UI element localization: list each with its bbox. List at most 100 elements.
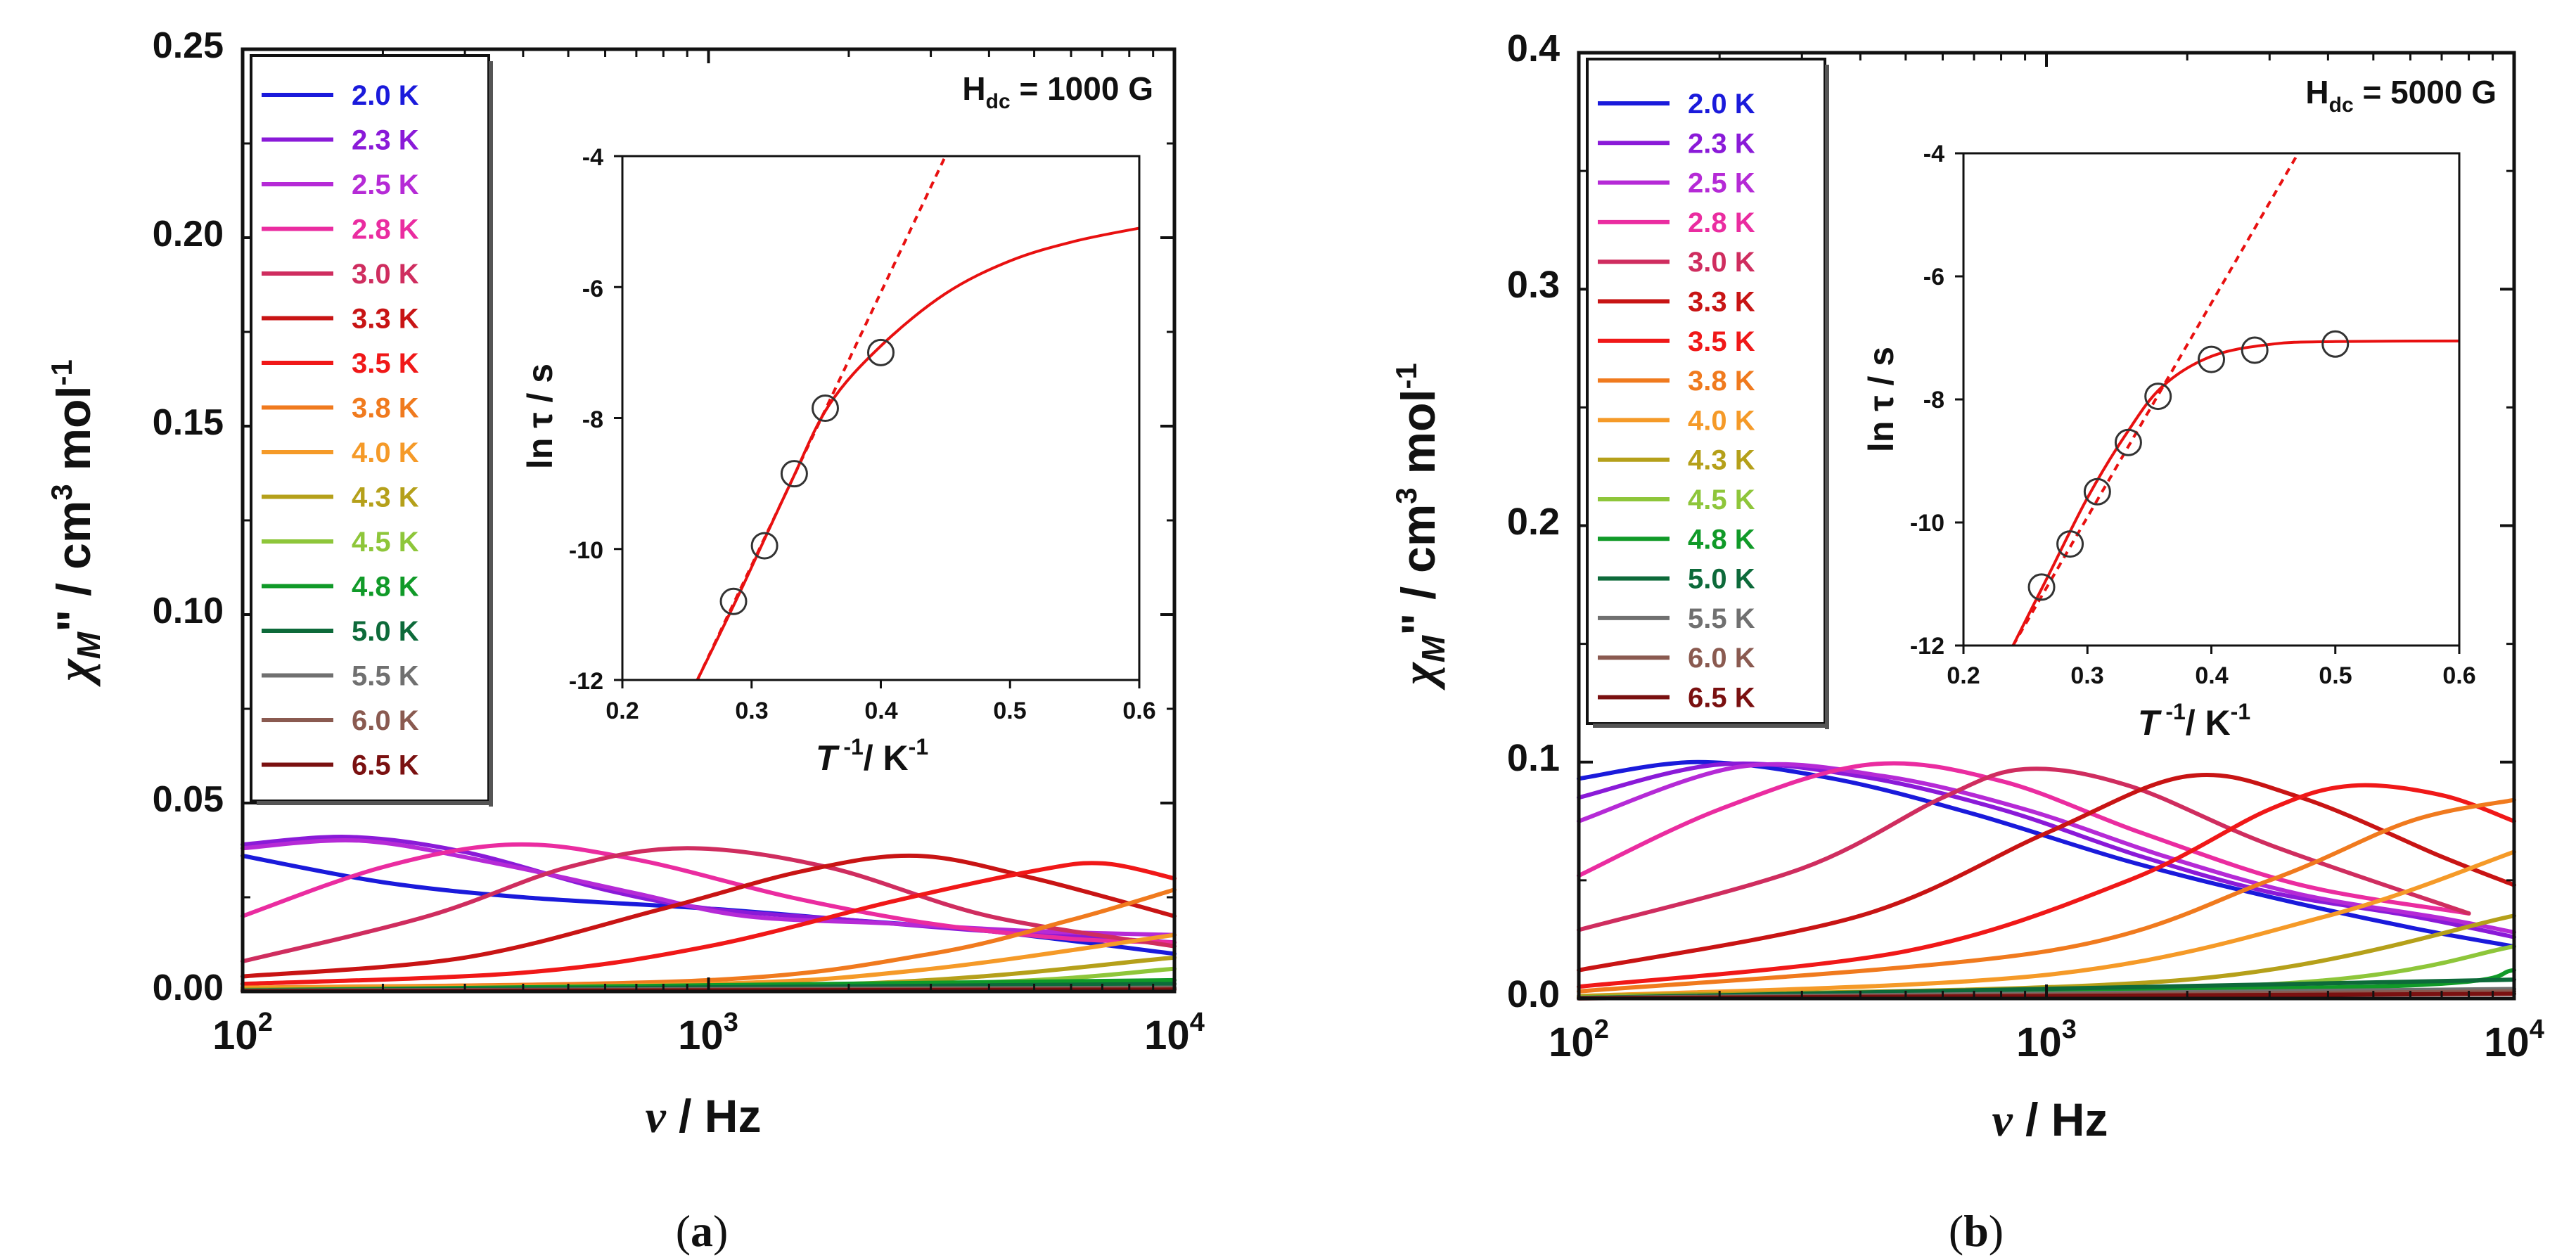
legend-label: 4.8 K [352,572,419,603]
legend-label: 3.8 K [352,393,419,424]
series-line [1577,797,2516,994]
panel-a-ytick-label: 0.25 [153,25,224,66]
panel-a-series [241,835,1177,994]
panel-b-caption: (b) [1949,1206,2004,1256]
inset-data-point [2144,383,2172,411]
panel-a-xtick-label: 104 [1144,1008,1205,1058]
panel-b-inset-xtick-label: 0.2 [1947,662,1980,689]
panel-b-xtick-label: 104 [2484,1015,2544,1065]
panel-a-xtick-label: 103 [678,1008,738,1058]
inset-data-point [811,394,839,423]
inset-data-point [2056,530,2084,558]
panel-b-legend: 2.0 K 2.3 K 2.5 K 2.8 K 3.0 K 3.3 K 3.5 K 3.8 K… [1586,58,1829,729]
panel-b-x-axis-label: ν / Hz [1992,1093,2108,1146]
inset-data-point [750,532,778,560]
legend-label: 4.8 K [1688,524,1755,555]
panel-a-caption: (a) [676,1206,729,1256]
panel-a-inset-xtick-label: 0.6 [1122,698,1155,724]
legend-label: 2.3 K [1688,128,1755,159]
inset-fit-curve [2011,339,2460,646]
legend-label: 4.5 K [352,527,419,558]
panel-a-inset-marks [614,155,1141,688]
series-line [1577,766,2471,932]
panel-a-inset-x-label: T -1/ K-1 [816,734,928,778]
legend-label: 3.0 K [1688,247,1755,278]
panel-b-ytick-label: 0.2 [1507,501,1560,543]
legend-label: 3.5 K [352,348,419,379]
panel-a-xtick-label: 102 [212,1008,273,1058]
panel-b-ytick-label: 0.1 [1507,737,1560,779]
panel-a-ytick-label: 0.15 [153,402,224,443]
series-line [241,853,1177,979]
panel-b-inset-ytick-label: -6 [1923,264,1944,290]
panel-b-ytick-label: 0.4 [1507,27,1560,70]
panel-a-ytick-label: 0.00 [153,968,224,1008]
panel-b-inset-frame [1962,152,2461,647]
legend-label: 3.8 K [1688,366,1755,397]
inset-data-point [2198,345,2225,373]
series-line [1577,761,2471,916]
inset-data-point [2114,428,2142,456]
panel-a-inset: -12 -10 -8 -6 -4 0.2 0.3 0.4 0.5 0.6 T -… [520,144,1156,778]
legend-label: 2.5 K [352,169,419,200]
legend-label: 4.0 K [352,437,419,468]
panel-b-inset: -12 -10 -8 -6 -4 0.2 0.3 0.4 0.5 0.6 T -… [1861,141,2476,743]
series-line [241,842,1177,945]
panel-b-xtick-label: 103 [2016,1015,2077,1065]
inset-arrhenius-line [696,155,947,681]
panel-a-inset-ytick-label: -8 [582,406,603,433]
panel-a-ytick-label: 0.10 [153,591,224,631]
legend-label: 2.0 K [352,80,419,111]
panel-a-inset-xtick-label: 0.2 [605,698,639,724]
panel-b-inset-xtick-label: 0.5 [2319,662,2352,689]
legend-label: 3.3 K [1688,287,1755,318]
panel-a-inset-ytick-label: -10 [569,537,603,564]
legend-label: 2.8 K [1688,207,1755,238]
legend-label: 5.5 K [352,661,419,692]
panel-b-xtick-label: 102 [1549,1015,1609,1065]
panel-a-field-label: Hdc = 1000 G [962,70,1153,113]
panel-a-inset-ytick-label: -12 [569,668,603,695]
series-line [1577,772,2516,973]
panel-a-legend: 2.0 K 2.3 K 2.5 K 2.8 K 3.0 K 3.3 K 3.5 K 3.8 K… [250,54,493,807]
legend-label: 2.5 K [1688,168,1755,199]
legend-label: 6.0 K [1688,643,1755,674]
panel-a-x-axis-label: ν / Hz [646,1090,762,1143]
inset-data-point [2241,336,2269,364]
panel-a-ytick-label: 0.20 [153,214,224,255]
panel-b-series [1577,759,2516,1001]
panel-a-inset-ytick-label: -4 [582,144,603,171]
legend-label: 2.0 K [1688,89,1755,120]
panel-b-ytick-label: 0.3 [1507,264,1560,306]
legend-label: 2.8 K [352,214,419,245]
panel-b-inset-ytick-label: -8 [1923,387,1944,413]
inset-data-point [2027,573,2056,601]
panel-a-inset-xtick-label: 0.3 [735,698,768,724]
panel-b-inset-x-label: T -1/ K-1 [2138,699,2250,743]
panel-a-ytick-label: 0.05 [153,779,224,820]
panel-b-inset-xtick-label: 0.6 [2442,662,2475,689]
legend-label: 5.0 K [352,616,419,647]
legend-label: 6.5 K [352,750,419,781]
series-line [1577,849,2516,999]
panel-b-y-axis-label: χM" / cm3 mol-1 [1390,363,1452,691]
panel-b-inset-xtick-label: 0.4 [2195,662,2228,689]
panel-a-y-axis-label: χM" / cm3 mol-1 [45,359,107,687]
panel-b-inset-xtick-label: 0.3 [2070,662,2103,689]
legend-label: 3.0 K [352,259,419,290]
legend-label: 4.3 K [1688,445,1755,476]
legend-label: 4.3 K [352,482,419,513]
panel-a-inset-xtick-label: 0.4 [864,698,897,724]
panel-a: 0.00 0.05 0.10 0.15 0.20 0.25 102 103 10… [45,25,1205,1256]
legend-label: 6.5 K [1688,683,1755,714]
series-line [241,846,1177,964]
legend-label: 5.0 K [1688,564,1755,595]
panel-a-axis-ticks [241,48,1176,993]
legend-label: 4.0 K [1688,405,1755,436]
panel-b-inset-marks [1955,152,2461,654]
series-line [241,861,1177,987]
panel-b-inset-ytick-label: -10 [1910,510,1944,537]
panel-b-field-label: Hdc = 5000 G [2305,74,2497,117]
inset-data-point [719,587,748,615]
panel-b-inset-ytick-label: -12 [1910,633,1944,660]
